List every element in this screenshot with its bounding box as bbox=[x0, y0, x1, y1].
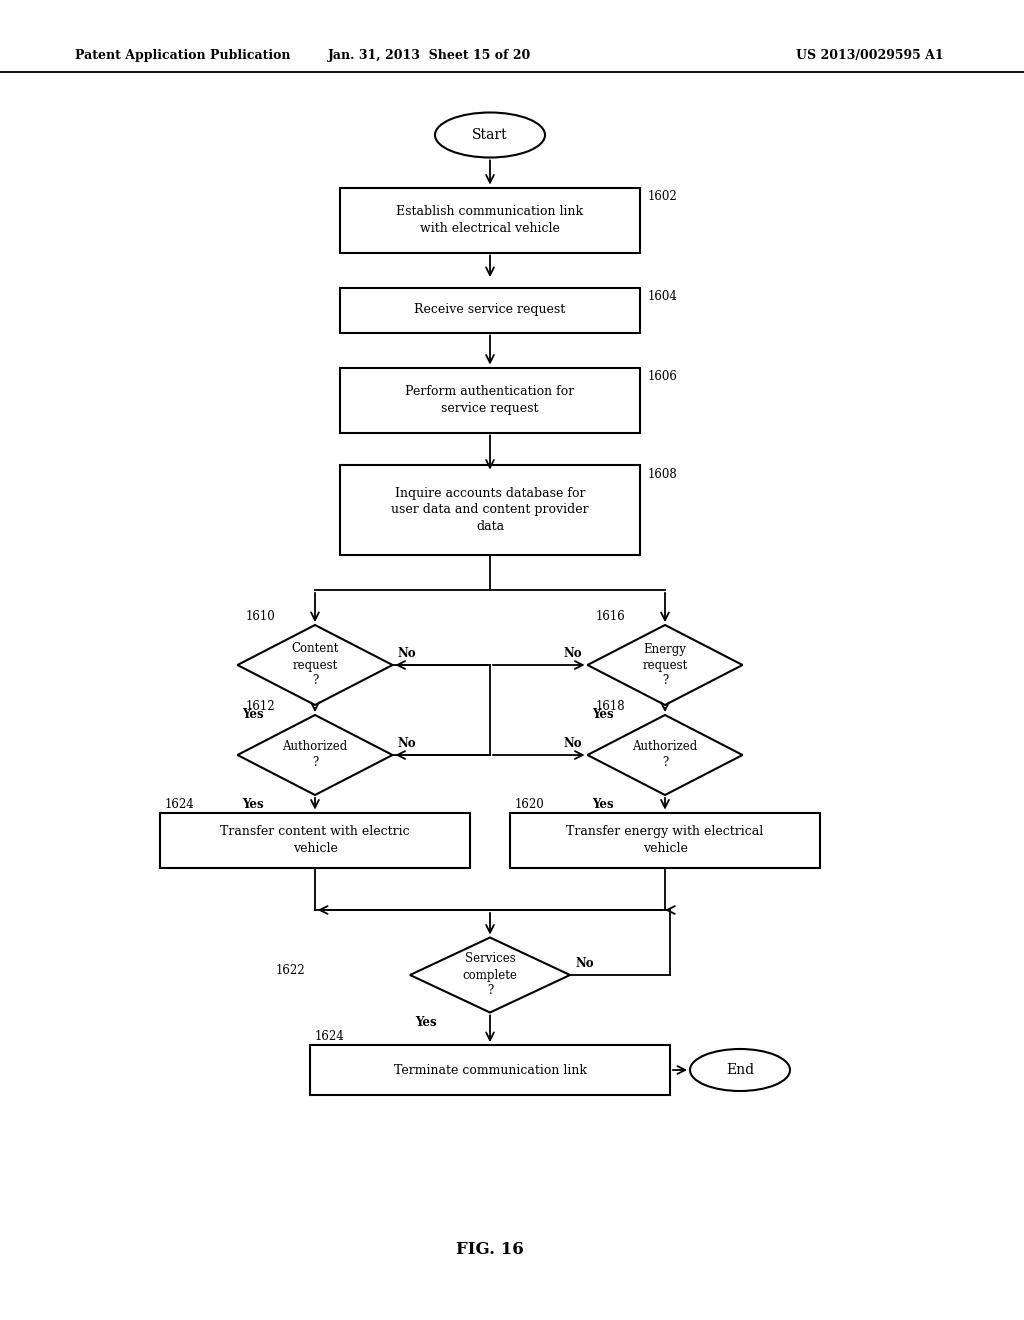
Text: 1624: 1624 bbox=[315, 1030, 345, 1043]
Text: FIG. 16: FIG. 16 bbox=[456, 1242, 524, 1258]
Text: 1602: 1602 bbox=[648, 190, 678, 203]
Text: Yes: Yes bbox=[593, 708, 614, 721]
Text: Content
request
?: Content request ? bbox=[291, 643, 339, 688]
Text: Services
complete
?: Services complete ? bbox=[463, 953, 517, 998]
Text: Start: Start bbox=[472, 128, 508, 143]
Text: Terminate communication link: Terminate communication link bbox=[393, 1064, 587, 1077]
Text: No: No bbox=[575, 957, 594, 970]
Text: Receive service request: Receive service request bbox=[415, 304, 565, 317]
Text: No: No bbox=[397, 647, 416, 660]
Text: Inquire accounts database for
user data and content provider
data: Inquire accounts database for user data … bbox=[391, 487, 589, 533]
Text: Perform authentication for
service request: Perform authentication for service reque… bbox=[406, 385, 574, 414]
Text: 1604: 1604 bbox=[648, 290, 678, 304]
Text: Energy
request
?: Energy request ? bbox=[642, 643, 688, 688]
Text: Authorized
?: Authorized ? bbox=[283, 741, 347, 770]
Text: No: No bbox=[564, 647, 583, 660]
Text: No: No bbox=[564, 737, 583, 750]
Text: 1620: 1620 bbox=[515, 797, 545, 810]
Text: 1622: 1622 bbox=[275, 964, 305, 977]
Text: US 2013/0029595 A1: US 2013/0029595 A1 bbox=[797, 49, 944, 62]
Text: 1618: 1618 bbox=[596, 700, 625, 713]
Text: No: No bbox=[397, 737, 416, 750]
Text: Jan. 31, 2013  Sheet 15 of 20: Jan. 31, 2013 Sheet 15 of 20 bbox=[329, 49, 531, 62]
Text: 1612: 1612 bbox=[246, 700, 275, 713]
Text: Patent Application Publication: Patent Application Publication bbox=[75, 49, 291, 62]
Text: Authorized
?: Authorized ? bbox=[633, 741, 697, 770]
Text: Establish communication link
with electrical vehicle: Establish communication link with electr… bbox=[396, 205, 584, 235]
Text: 1624: 1624 bbox=[165, 797, 195, 810]
Text: Transfer content with electric
vehicle: Transfer content with electric vehicle bbox=[220, 825, 410, 855]
Text: Transfer energy with electrical
vehicle: Transfer energy with electrical vehicle bbox=[566, 825, 764, 855]
Text: 1608: 1608 bbox=[648, 469, 678, 480]
Text: 1606: 1606 bbox=[648, 371, 678, 384]
Text: Yes: Yes bbox=[243, 708, 264, 721]
Text: 1610: 1610 bbox=[246, 610, 275, 623]
Text: Yes: Yes bbox=[593, 799, 614, 810]
Text: Yes: Yes bbox=[415, 1015, 436, 1028]
Text: 1616: 1616 bbox=[596, 610, 626, 623]
Text: End: End bbox=[726, 1063, 754, 1077]
Text: Yes: Yes bbox=[243, 799, 264, 810]
